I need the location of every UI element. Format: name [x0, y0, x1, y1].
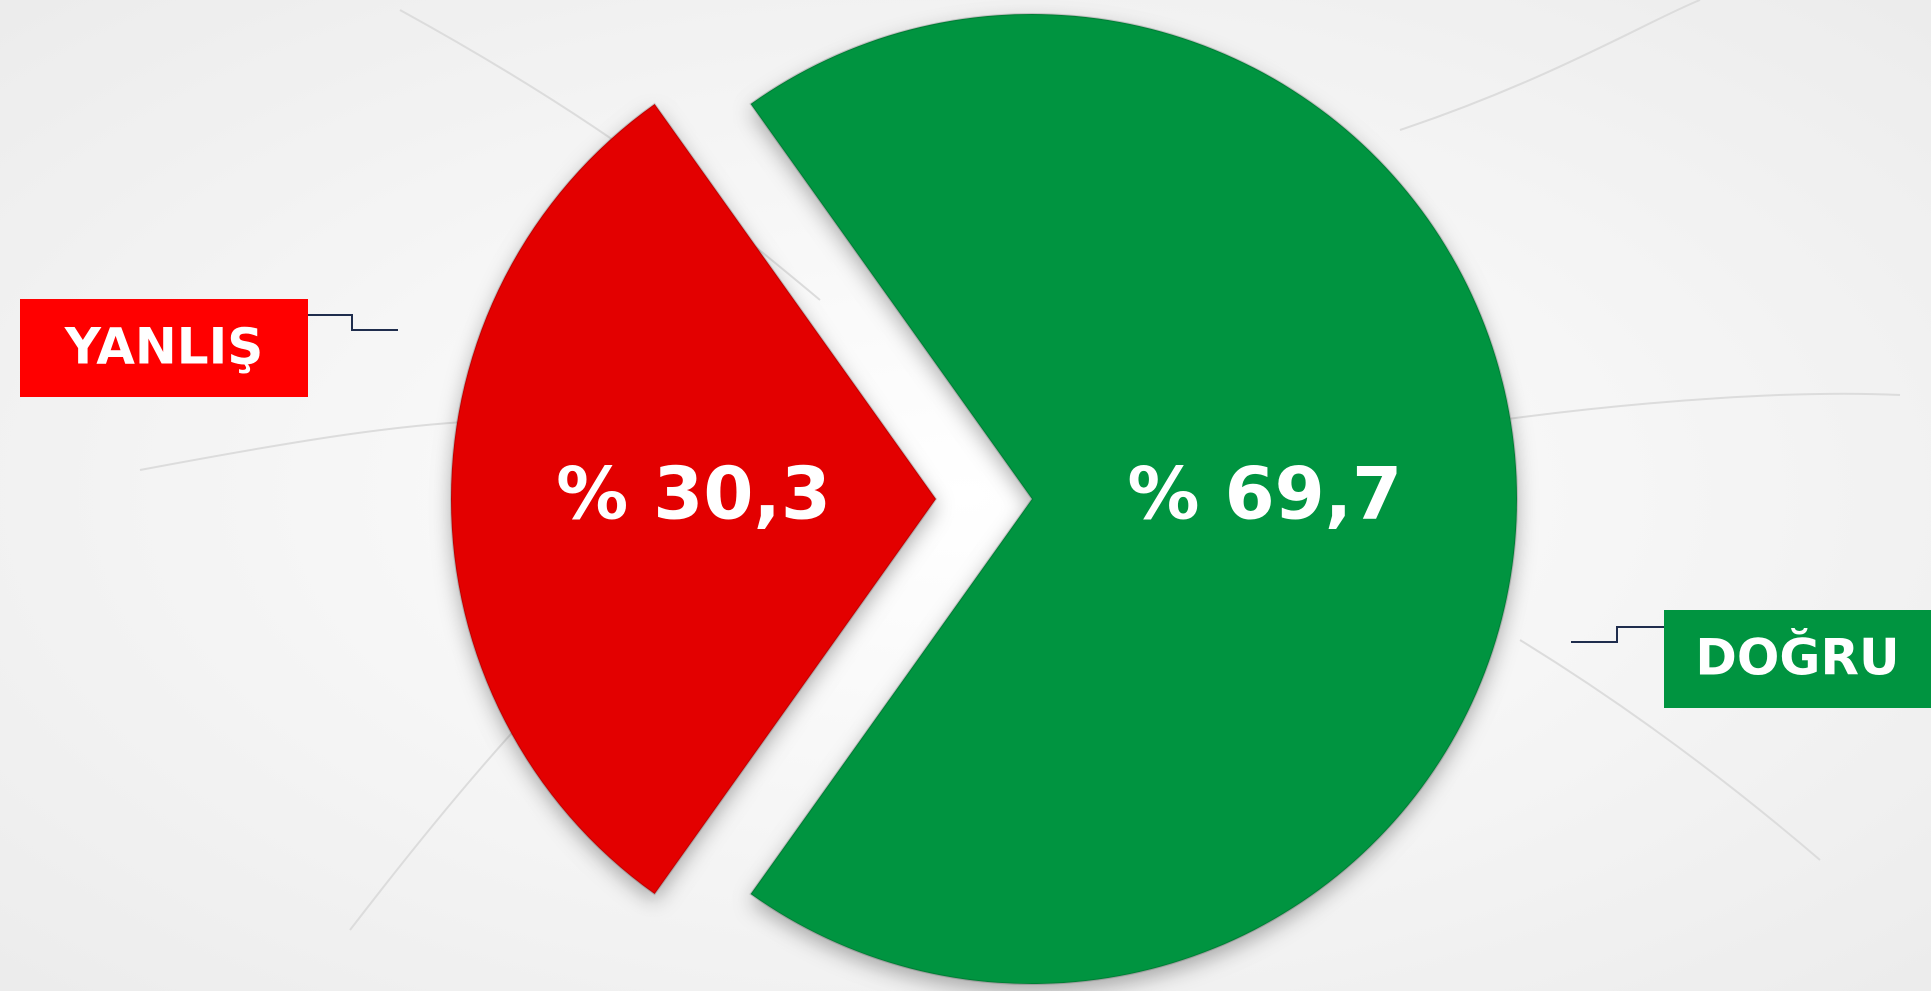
- legend-box: [20, 299, 308, 397]
- pie-slice: [450, 102, 938, 896]
- category-label: YANLIŞ: [64, 318, 263, 376]
- slices: [450, 13, 1518, 985]
- value-label: % 69,7: [1127, 452, 1402, 536]
- leader-lines: [308, 314, 1664, 643]
- category-label: DOĞRU: [1695, 628, 1899, 687]
- value-label: % 30,3: [556, 452, 831, 536]
- legend-box: [1664, 610, 1931, 708]
- pie-slice: [749, 13, 1518, 985]
